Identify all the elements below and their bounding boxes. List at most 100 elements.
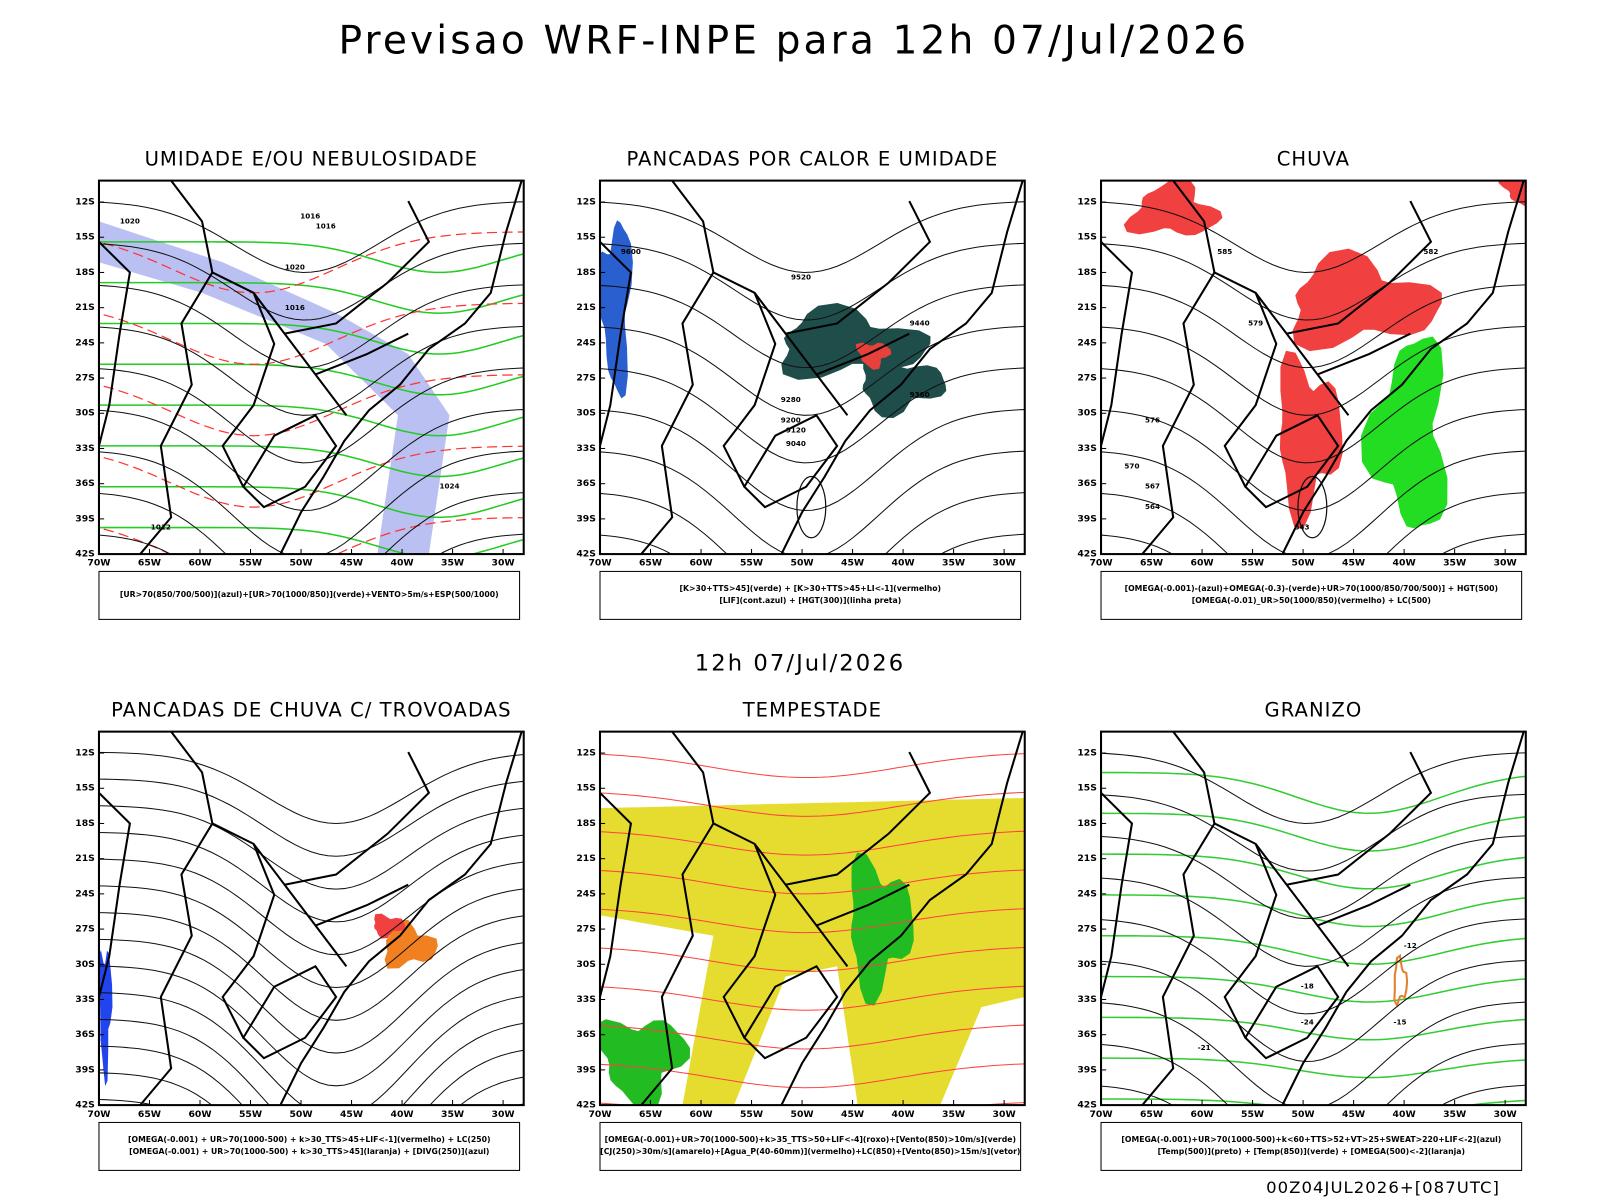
legend-box [599, 570, 1022, 620]
border [785, 751, 932, 886]
lat-label: 30S [75, 408, 95, 419]
lon-label: 35W [441, 1109, 464, 1120]
lon-label: 50W [791, 1109, 814, 1120]
black-contour [1101, 752, 1526, 824]
lon-label: 45W [1342, 558, 1365, 569]
border [816, 883, 910, 927]
lon-label: 40W [1393, 558, 1416, 569]
black-contour [98, 533, 524, 555]
border [1317, 883, 1411, 927]
panel-title: UMIDADE E/OU NEBULOSIDADE [145, 148, 479, 171]
border [242, 413, 338, 509]
black-contour [98, 805, 524, 890]
coastline [279, 180, 523, 555]
lat-label: 18S [75, 267, 95, 278]
closed-low [796, 475, 827, 539]
border [1101, 792, 1134, 998]
contour-label: 1024 [439, 482, 459, 491]
lon-label: 40W [1393, 1109, 1416, 1120]
lon-label: 55W [1241, 1109, 1264, 1120]
lon-label: 45W [340, 558, 363, 569]
jet-yellow [599, 797, 1025, 1106]
legend-box [1100, 570, 1523, 620]
lon-label: 45W [1342, 1109, 1365, 1120]
black-contour [1101, 876, 1526, 967]
lon-label: 30W [1494, 558, 1517, 569]
legend-text: [Temp(500)](preto) + [Temp(850)](verde) … [1158, 1147, 1465, 1156]
lat-label: 36S [576, 478, 596, 489]
black-contour [98, 1072, 524, 1106]
red-streamline [599, 947, 1025, 972]
lon-label: 40W [892, 558, 915, 569]
black-contour [98, 858, 524, 956]
lon-label: 30W [492, 558, 515, 569]
border [139, 271, 214, 555]
border [221, 292, 276, 488]
legend-text: [OMEGA(-0.001)+UR>70(1000-500)+k<60+TTS>… [1121, 1135, 1501, 1144]
map-frame [97, 179, 525, 556]
green-contour [1101, 934, 1526, 966]
border [284, 751, 431, 886]
black-contour [1101, 918, 1526, 1015]
border [1141, 271, 1216, 555]
contour-label: 576 [1145, 415, 1160, 424]
lat-label: 12S [1077, 197, 1097, 208]
lat-label: 24S [1077, 888, 1097, 899]
lat-label: 42S [1077, 1100, 1097, 1111]
legend-text: [LIF](cont.azul) + [HGT(300)](linha pret… [719, 596, 901, 605]
border [816, 332, 910, 376]
contour-label: 1020 [120, 216, 140, 225]
lat-label: 36S [576, 1029, 596, 1040]
rain-red [1123, 180, 1223, 236]
black-contour [1101, 793, 1526, 872]
contour-label: 543 [1295, 523, 1310, 532]
lat-label: 21S [576, 853, 596, 864]
lat-label: 33S [75, 994, 95, 1005]
lon-label: 65W [1140, 558, 1163, 569]
closed-low [1297, 475, 1328, 539]
black-contour [1101, 367, 1526, 464]
red-streamline [599, 830, 1025, 856]
lat-label: 39S [576, 1064, 596, 1075]
black-contour [599, 367, 1025, 464]
lon-label: 30W [993, 1109, 1016, 1120]
black-contour [98, 751, 524, 824]
lat-label: 30S [75, 959, 95, 970]
contour-label: 9120 [786, 426, 806, 435]
rain-red [1279, 350, 1343, 530]
legend-text: [K>30+TTS>45](verde) + [K>30+TTS>45+LI<-… [680, 584, 942, 593]
lat-label: 33S [75, 443, 95, 454]
lon-label: 35W [441, 558, 464, 569]
lon-label: 65W [639, 558, 662, 569]
map-frame [598, 179, 1026, 556]
lon-label: 50W [791, 558, 814, 569]
lon-label: 45W [841, 558, 864, 569]
black-contour [98, 492, 524, 555]
black-contour [98, 938, 524, 1054]
lat-label: 18S [1077, 818, 1097, 829]
lat-label: 39S [1077, 1064, 1097, 1075]
legend-text: [OMEGA(-0.01)_UR>50(1000/850)(vermelho) … [1192, 596, 1431, 605]
lat-label: 18S [576, 818, 596, 829]
green-contour [98, 322, 524, 355]
border [1223, 292, 1278, 488]
storm-red [374, 913, 406, 939]
lat-label: 42S [1077, 549, 1097, 560]
black-contour [98, 367, 524, 464]
legend-text: [OMEGA(-0.001) + UR>70(1000-500) + k>30_… [129, 1147, 489, 1156]
green-contour [1101, 1098, 1526, 1106]
black-contour [599, 533, 1025, 555]
lat-label: 33S [1077, 443, 1097, 454]
contour-label: 9520 [791, 273, 811, 282]
lat-label: 12S [1077, 748, 1097, 759]
border [640, 271, 715, 555]
black-contour [1101, 242, 1526, 321]
border [315, 883, 409, 927]
black-contour [1101, 325, 1526, 416]
lat-label: 15S [75, 232, 95, 243]
lon-label: 40W [391, 1109, 414, 1120]
contour-label: 1020 [285, 262, 305, 271]
contour-label: 567 [1145, 482, 1160, 491]
black-contour [1101, 492, 1526, 555]
lon-label: 60W [1191, 1109, 1214, 1120]
